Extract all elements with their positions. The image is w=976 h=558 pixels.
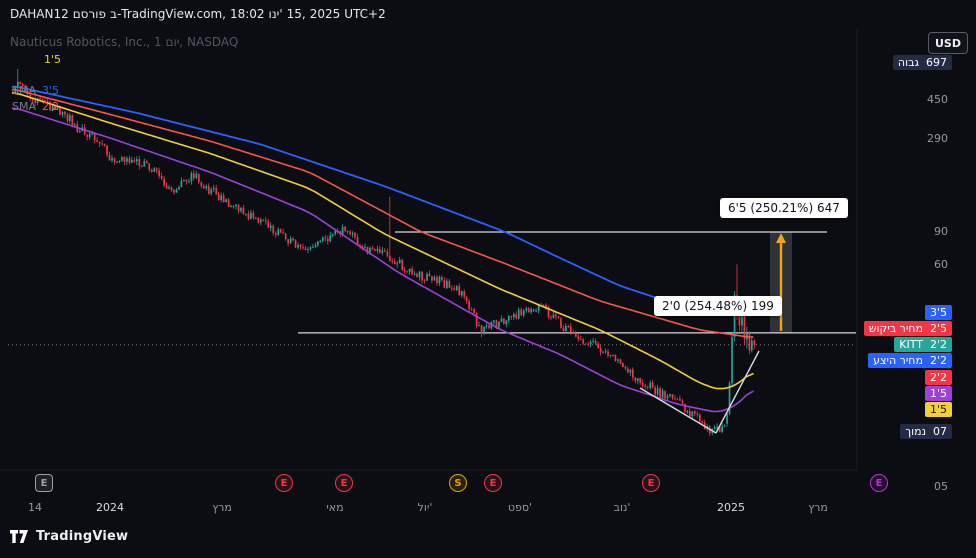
split-marker[interactable]: S bbox=[449, 474, 467, 492]
time-axis-label: 2025 bbox=[717, 501, 745, 514]
time-axis-label: מרץ bbox=[212, 501, 232, 514]
tradingview-logo-icon bbox=[10, 530, 28, 543]
price-label-value: 697 bbox=[926, 56, 947, 69]
byline-month: ינו' bbox=[268, 7, 283, 21]
measure-label[interactable]: 2'0 (254.48%) 199 bbox=[654, 296, 782, 316]
position-target-label[interactable]: 6'5 (250.21%) 647 bbox=[720, 198, 848, 218]
sma-value: 3'5 bbox=[42, 84, 60, 97]
price-label-value: 1'5 bbox=[929, 403, 947, 416]
sma-value: 2'2 bbox=[42, 100, 60, 113]
sma-red-line bbox=[11, 88, 754, 338]
byline-username: DAHAN12 bbox=[10, 7, 69, 21]
price-label-text: מחיר היצע bbox=[873, 354, 923, 367]
down-candle-bodies bbox=[12, 81, 756, 434]
publish-byline: DAHAN12 פורסם ב-TradingView.com, 18:02 י… bbox=[10, 7, 386, 21]
symbol-description: Nauticus Robotics, Inc., 1 יום, NASDAQ bbox=[10, 35, 239, 49]
price-label: 2'2 bbox=[924, 370, 952, 385]
earnings-marker[interactable]: E bbox=[870, 474, 888, 492]
sma-blue-line bbox=[11, 85, 754, 316]
low-price-label: נמוך 07 bbox=[900, 424, 952, 439]
currency-button[interactable]: USD bbox=[928, 32, 968, 54]
time-axis-label: יול' bbox=[417, 501, 433, 514]
price-label-value: 3'5 bbox=[929, 306, 947, 319]
sma-label: SMA bbox=[12, 100, 36, 113]
byline-day: 15, bbox=[286, 7, 306, 21]
up-candle-bodies bbox=[14, 81, 753, 434]
price-label-text: מחיר ביקוש bbox=[868, 322, 923, 335]
time-axis-label: ספט' bbox=[507, 501, 533, 514]
tradingview-wordmark: TradingView bbox=[36, 529, 129, 544]
symbol-price-label: KITT 2'2 bbox=[894, 337, 952, 352]
byline-text: פורסם bbox=[72, 7, 107, 21]
target-arrow-head bbox=[776, 233, 786, 243]
price-label: 3'5 bbox=[924, 305, 952, 320]
price-label-value: 2'2 bbox=[929, 371, 947, 384]
price-axis-tick: 05 bbox=[934, 480, 948, 493]
sma-purple-line bbox=[11, 107, 754, 413]
earnings-marker[interactable]: E bbox=[275, 474, 293, 492]
price-axis-tick: 450 bbox=[927, 93, 948, 106]
indicator-value-yellow: 1'5 bbox=[44, 53, 62, 66]
time-axis-label: מאי bbox=[326, 501, 344, 514]
time-axis-label: 14 bbox=[28, 501, 42, 514]
earnings-marker[interactable]: E bbox=[335, 474, 353, 492]
price-label-value: 2'2 bbox=[929, 354, 947, 367]
sma-indicator-row: SMA 2'2 bbox=[12, 100, 59, 113]
high-price-label: גבוה 697 bbox=[892, 55, 952, 70]
price-axis-tick: 90 bbox=[934, 225, 948, 238]
price-axis-tick: 290 bbox=[927, 132, 948, 145]
sma-yellow-line bbox=[11, 92, 754, 390]
time-axis-label: 2024 bbox=[96, 501, 124, 514]
price-label: 1'5 bbox=[924, 402, 952, 417]
price-label: מחיר היצע 2'2 bbox=[868, 353, 952, 368]
price-label-value: 2'5 bbox=[929, 322, 947, 335]
earnings-marker[interactable]: E bbox=[484, 474, 502, 492]
up-candle-wicks bbox=[14, 69, 753, 436]
earnings-marker[interactable]: E bbox=[642, 474, 660, 492]
byline-site: ב-TradingView.com, bbox=[110, 7, 226, 21]
price-label: מחיר ביקוש 2'5 bbox=[863, 321, 952, 336]
price-label-value: 07 bbox=[933, 425, 947, 438]
byline-year: 2025 bbox=[309, 7, 341, 21]
price-label-text: נמוך bbox=[905, 425, 926, 438]
price-label: 1'5 bbox=[924, 386, 952, 401]
sma-label: SMA bbox=[12, 84, 36, 97]
byline-timezone: UTC+2 bbox=[344, 7, 386, 21]
trend-line bbox=[639, 387, 717, 434]
earnings-marker[interactable]: E bbox=[35, 474, 53, 492]
trend-line bbox=[715, 350, 760, 434]
price-label-value: 1'5 bbox=[929, 387, 947, 400]
time-axis-label: מרץ bbox=[808, 501, 828, 514]
byline-time: 18:02 bbox=[229, 7, 265, 21]
price-label-text: KITT bbox=[899, 338, 923, 351]
sma-indicator-row: SMA 3'5 bbox=[12, 84, 59, 97]
price-label-text: גבוה bbox=[897, 56, 919, 69]
tradingview-attribution[interactable]: TradingView bbox=[10, 529, 128, 544]
price-label-value: 2'2 bbox=[929, 338, 947, 351]
time-axis-label: נוב' bbox=[613, 501, 631, 514]
price-axis-tick: 60 bbox=[934, 258, 948, 271]
